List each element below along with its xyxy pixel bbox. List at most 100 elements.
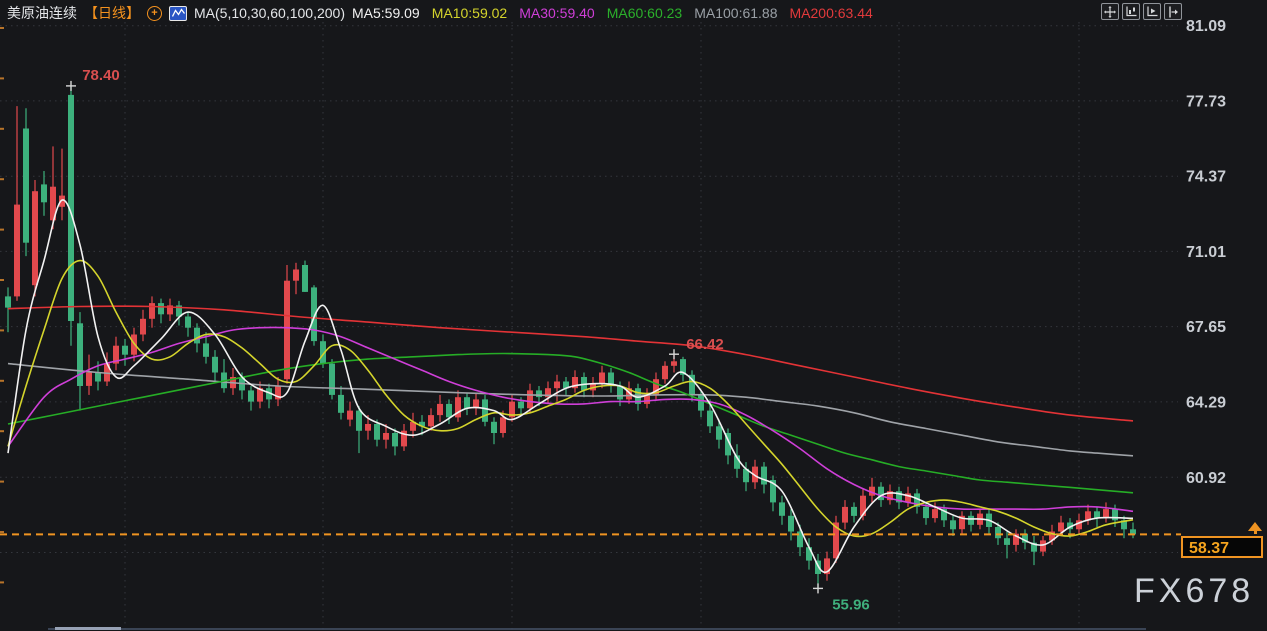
candle[interactable] bbox=[1085, 504, 1091, 525]
candle[interactable] bbox=[716, 419, 722, 449]
candle[interactable] bbox=[1040, 536, 1046, 557]
candle[interactable] bbox=[356, 406, 362, 454]
candle[interactable] bbox=[140, 309, 146, 342]
candle[interactable] bbox=[275, 377, 281, 407]
candle[interactable] bbox=[437, 394, 443, 422]
candle[interactable] bbox=[383, 424, 389, 449]
candle[interactable] bbox=[797, 524, 803, 557]
candle[interactable] bbox=[1121, 515, 1127, 539]
candle[interactable] bbox=[608, 368, 614, 393]
candle[interactable] bbox=[68, 85, 74, 346]
candle[interactable] bbox=[680, 356, 686, 382]
candle[interactable] bbox=[842, 500, 848, 530]
pan-tool-button[interactable] bbox=[1101, 3, 1119, 20]
candle[interactable] bbox=[464, 392, 470, 416]
candle[interactable] bbox=[320, 334, 326, 369]
candle[interactable] bbox=[824, 551, 830, 581]
candle[interactable] bbox=[527, 383, 533, 413]
candle[interactable] bbox=[599, 365, 605, 389]
candle[interactable] bbox=[23, 108, 29, 257]
candle[interactable] bbox=[968, 511, 974, 532]
candle[interactable] bbox=[176, 300, 182, 326]
candle[interactable] bbox=[212, 350, 218, 382]
candle[interactable] bbox=[1031, 536, 1037, 566]
candle[interactable] bbox=[158, 298, 164, 324]
candle[interactable] bbox=[725, 428, 731, 465]
candle[interactable] bbox=[806, 538, 812, 570]
candle[interactable] bbox=[491, 417, 497, 445]
candle[interactable] bbox=[374, 419, 380, 447]
candle[interactable] bbox=[149, 296, 155, 328]
candle[interactable] bbox=[545, 381, 551, 404]
candle[interactable] bbox=[950, 515, 956, 536]
candle[interactable] bbox=[257, 381, 263, 409]
candle[interactable] bbox=[752, 459, 758, 489]
candle[interactable] bbox=[1103, 502, 1109, 523]
shift-right-button[interactable] bbox=[1164, 3, 1182, 20]
candle[interactable] bbox=[959, 511, 965, 534]
candle[interactable] bbox=[284, 265, 290, 384]
candle[interactable] bbox=[302, 260, 308, 292]
candle[interactable] bbox=[1049, 524, 1055, 545]
candle[interactable] bbox=[230, 368, 236, 395]
candle[interactable] bbox=[329, 359, 335, 400]
candle[interactable] bbox=[86, 354, 92, 395]
candle[interactable] bbox=[851, 502, 857, 523]
candle[interactable] bbox=[419, 415, 425, 436]
candle[interactable] bbox=[887, 484, 893, 505]
candle[interactable] bbox=[41, 171, 47, 216]
candle[interactable] bbox=[1094, 506, 1100, 527]
candle-axes-button[interactable] bbox=[1122, 3, 1140, 20]
candle[interactable] bbox=[347, 401, 353, 427]
scrollbar-track[interactable] bbox=[48, 628, 1146, 630]
candle[interactable] bbox=[365, 415, 371, 440]
candle[interactable] bbox=[563, 377, 569, 395]
candle[interactable] bbox=[473, 392, 479, 416]
candle[interactable] bbox=[122, 338, 128, 366]
candle[interactable] bbox=[644, 388, 650, 409]
candle[interactable] bbox=[743, 462, 749, 492]
candle[interactable] bbox=[59, 148, 65, 221]
candle[interactable] bbox=[338, 386, 344, 420]
candle[interactable] bbox=[248, 386, 254, 411]
chart-pointer-button[interactable] bbox=[1143, 3, 1161, 20]
candle[interactable] bbox=[185, 312, 191, 337]
candle[interactable] bbox=[572, 370, 578, 393]
candle[interactable] bbox=[734, 444, 740, 478]
candle[interactable] bbox=[779, 495, 785, 525]
candle[interactable] bbox=[410, 412, 416, 438]
candle[interactable] bbox=[32, 180, 38, 297]
candle[interactable] bbox=[788, 509, 794, 541]
period-tag[interactable]: 【日线】 bbox=[84, 5, 140, 21]
candle[interactable] bbox=[482, 394, 488, 427]
candle[interactable] bbox=[833, 515, 839, 563]
candle[interactable] bbox=[5, 287, 11, 333]
candle[interactable] bbox=[77, 312, 83, 411]
candle[interactable] bbox=[932, 502, 938, 523]
candle[interactable] bbox=[662, 361, 668, 384]
candle[interactable] bbox=[1130, 522, 1136, 539]
candle[interactable] bbox=[455, 390, 461, 422]
candle[interactable] bbox=[221, 359, 227, 393]
candle[interactable] bbox=[914, 488, 920, 514]
candle[interactable] bbox=[428, 408, 434, 431]
candle[interactable] bbox=[878, 482, 884, 507]
candle[interactable] bbox=[50, 146, 56, 230]
candle[interactable] bbox=[554, 374, 560, 402]
candle[interactable] bbox=[401, 424, 407, 451]
candle[interactable] bbox=[761, 462, 767, 494]
candle[interactable] bbox=[770, 475, 776, 512]
candle[interactable] bbox=[1022, 529, 1028, 550]
candle[interactable] bbox=[266, 383, 272, 409]
candle[interactable] bbox=[869, 477, 875, 503]
candle[interactable] bbox=[446, 399, 452, 424]
candle[interactable] bbox=[815, 553, 821, 589]
candle[interactable] bbox=[896, 486, 902, 510]
candle[interactable] bbox=[293, 262, 299, 295]
candle[interactable] bbox=[1004, 531, 1010, 559]
candle[interactable] bbox=[14, 106, 20, 301]
candle[interactable] bbox=[113, 336, 119, 371]
candle[interactable] bbox=[905, 486, 911, 507]
add-indicator-icon[interactable]: + bbox=[147, 5, 162, 21]
candle[interactable] bbox=[1013, 529, 1019, 552]
